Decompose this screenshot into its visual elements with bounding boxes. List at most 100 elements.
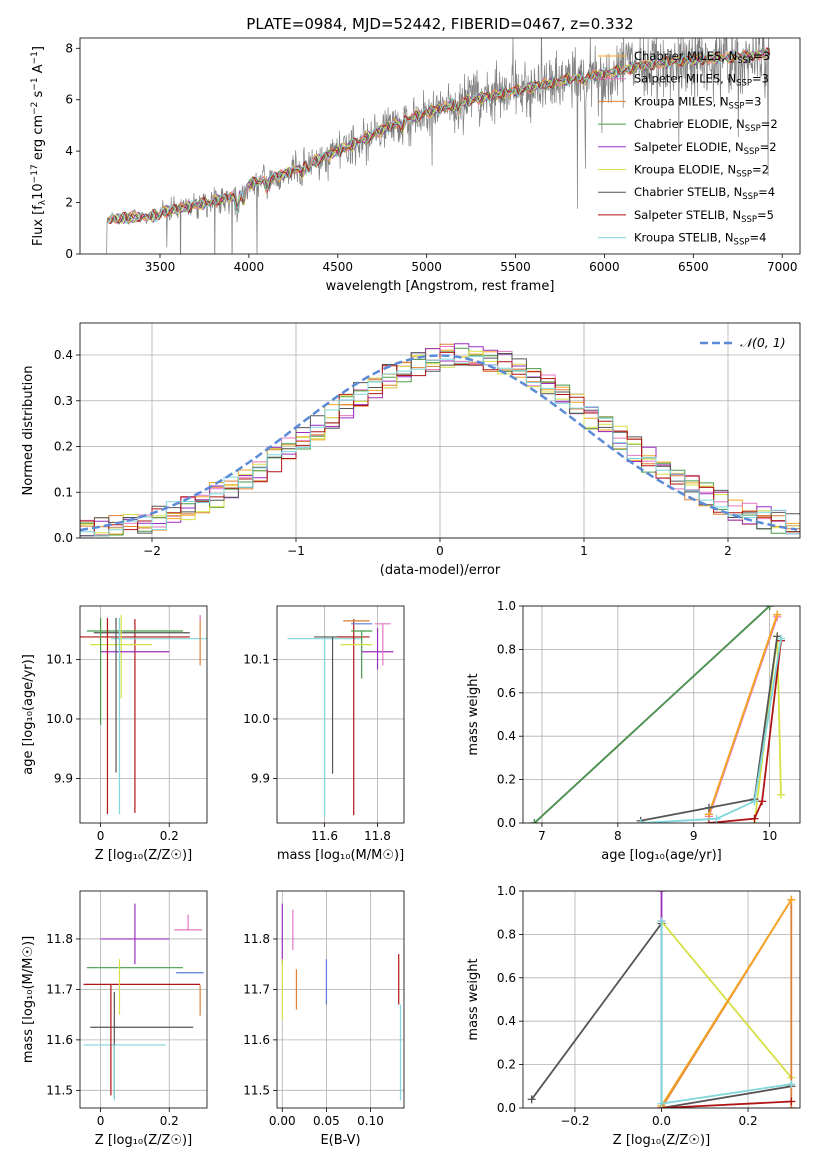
x-tick-label: 0 bbox=[97, 829, 105, 843]
y-tick-label: 6 bbox=[65, 93, 73, 107]
series-marker bbox=[750, 814, 759, 823]
axes-frame bbox=[522, 605, 801, 824]
legend-entry: Kroupa ELODIE, NSSP=2 bbox=[634, 163, 769, 180]
axes-frame bbox=[79, 605, 208, 824]
x-tick-label: 2 bbox=[724, 544, 732, 558]
x-tick-label: −1 bbox=[287, 544, 305, 558]
x-tick-label: 11.8 bbox=[364, 829, 391, 843]
series-line-chabrier-miles bbox=[660, 899, 793, 1107]
y-tick-label: 9.9 bbox=[251, 771, 270, 785]
legend-entry: Salpeter MILES, NSSP=3 bbox=[634, 72, 769, 89]
series-marker bbox=[704, 803, 713, 812]
series-line-salpeter-stelib bbox=[661, 1100, 792, 1108]
panel-cumulative-mass-vs-age: 7 8 9 10 0.0 0.2 0.4 0.6 0.8 1.0 age [log₁₀(age/yr… bbox=[466, 599, 801, 863]
x-axis-label: (data-model)/error bbox=[380, 563, 501, 578]
x-tick-label: 6000 bbox=[589, 260, 620, 274]
series-marker bbox=[750, 797, 759, 806]
y-axis-label: mass weight bbox=[466, 958, 481, 1040]
y-tick-label: 2 bbox=[65, 196, 73, 210]
legend-entry: Chabrier ELODIE, NSSP=2 bbox=[634, 117, 778, 134]
y-tick-label: 11.7 bbox=[46, 982, 73, 996]
axes-frame bbox=[522, 890, 801, 1109]
x-tick-label: 0.2 bbox=[160, 829, 179, 843]
figure-title: PLATE=0984, MJD=52442, FIBERID=0467, z=0… bbox=[246, 15, 633, 33]
plot-area bbox=[83, 903, 204, 1101]
errorbar-point bbox=[351, 630, 373, 679]
histogram-kroupa-stelib bbox=[80, 356, 800, 538]
series-marker bbox=[712, 814, 721, 823]
plot-area bbox=[106, 38, 771, 254]
series-marker bbox=[657, 1099, 666, 1108]
y-tick-label: 11.5 bbox=[46, 1083, 73, 1097]
y-tick-label: 10.1 bbox=[243, 653, 270, 667]
plot-area bbox=[80, 614, 207, 815]
x-tick-label: 0 bbox=[436, 544, 444, 558]
y-axis-label: Normed distribution bbox=[21, 366, 36, 496]
x-tick-label: 4500 bbox=[323, 260, 354, 274]
y-tick-label: 0.2 bbox=[497, 773, 516, 787]
y-tick-label: 0.2 bbox=[54, 440, 73, 454]
x-tick-label: 8 bbox=[614, 829, 622, 843]
y-tick-label: 11.8 bbox=[243, 932, 270, 946]
y-axis-label: mass weight bbox=[466, 673, 481, 755]
x-axis-label: wavelength [Angstrom, rest frame] bbox=[326, 279, 555, 294]
y-tick-label: 0.0 bbox=[497, 816, 516, 830]
panel-mass-vs-ebv: 0.00 0.05 0.10 11.5 11.6 11.7 11.8 E(B-V) bbox=[243, 890, 405, 1148]
y-tick-label: 1.0 bbox=[497, 599, 516, 613]
y-tick-label: 0.8 bbox=[497, 642, 516, 656]
y-axis-label: mass [log₁₀(M/M☉)] bbox=[21, 936, 36, 1063]
y-tick-label: 1.0 bbox=[497, 884, 516, 898]
y-tick-label: 10.0 bbox=[46, 712, 73, 726]
y-axis-label: age [log₁₀(age/yr)] bbox=[21, 654, 36, 775]
legend-entry: Chabrier STELIB, NSSP=4 bbox=[634, 185, 775, 202]
x-tick-label: 6500 bbox=[678, 260, 709, 274]
legend: Chabrier MILES, NSSP=3 Salpeter MILES, NS… bbox=[598, 49, 778, 248]
series-marker bbox=[530, 819, 539, 823]
y-tick-label: 11.6 bbox=[243, 1033, 270, 1047]
series-marker bbox=[777, 790, 786, 799]
legend-entry: Kroupa STELIB, NSSP=4 bbox=[634, 231, 766, 248]
y-tick-label: 0.6 bbox=[497, 971, 516, 985]
plot-area bbox=[80, 343, 800, 538]
legend-entry: Salpeter STELIB, NSSP=5 bbox=[634, 208, 774, 225]
axes-frame bbox=[79, 322, 801, 539]
legend-entry: Kroupa MILES, NSSP=3 bbox=[634, 94, 761, 111]
y-tick-label: 4 bbox=[65, 144, 73, 158]
series-line-chabrier-miles bbox=[708, 614, 779, 815]
x-tick-label: 5000 bbox=[411, 260, 442, 274]
y-tick-label: 10.1 bbox=[46, 653, 73, 667]
panel-cumulative-mass-vs-Z: −0.2 0.0 0.2 0.0 0.2 0.4 0.6 0.8 1.0 Z [log₁₀(Z/Z… bbox=[466, 884, 801, 1148]
y-tick-label: 0 bbox=[65, 247, 73, 261]
y-tick-label: 0.0 bbox=[54, 531, 73, 545]
series-line-chabrier-stelib bbox=[640, 636, 779, 822]
model-line-kroupa-stelib bbox=[107, 48, 771, 225]
y-tick-label: 10.0 bbox=[243, 712, 270, 726]
legend-entry: Salpeter ELODIE, NSSP=2 bbox=[634, 140, 777, 157]
series-marker bbox=[787, 895, 796, 904]
x-tick-label: 7 bbox=[538, 829, 546, 843]
x-tick-label: 0.00 bbox=[269, 1114, 296, 1128]
errorbar-point bbox=[374, 623, 391, 666]
x-tick-label: 9 bbox=[690, 829, 698, 843]
y-tick-label: 9.9 bbox=[54, 771, 73, 785]
x-tick-label: 1 bbox=[580, 544, 588, 558]
errorbar-point bbox=[90, 614, 153, 699]
panel-age-vs-mass: 11.6 11.8 9.9 10.0 10.1 mass [log₁₀(M/M☉)] bbox=[243, 605, 405, 863]
x-axis-label: E(B-V) bbox=[320, 1133, 360, 1148]
x-tick-label: 0.2 bbox=[160, 1114, 179, 1128]
series-line-salpeter-stelib bbox=[708, 640, 782, 823]
y-tick-label: 11.7 bbox=[243, 982, 270, 996]
plot-area bbox=[527, 891, 796, 1108]
x-axis-label: Z [log₁₀(Z/Z☉)] bbox=[95, 1133, 192, 1148]
series-marker bbox=[777, 634, 786, 643]
y-tick-label: 0.4 bbox=[54, 348, 73, 362]
y-tick-label: 11.8 bbox=[46, 932, 73, 946]
errorbar-point bbox=[174, 914, 202, 931]
x-tick-label: −2 bbox=[143, 544, 161, 558]
axes-frame bbox=[79, 37, 801, 255]
x-tick-label: 11.6 bbox=[311, 829, 338, 843]
model-line-chabrier-stelib bbox=[107, 47, 771, 224]
x-tick-label: 3500 bbox=[145, 260, 176, 274]
y-axis-label: Flux [fλ10−17 erg cm−2 s−1 A−1] bbox=[30, 46, 48, 246]
